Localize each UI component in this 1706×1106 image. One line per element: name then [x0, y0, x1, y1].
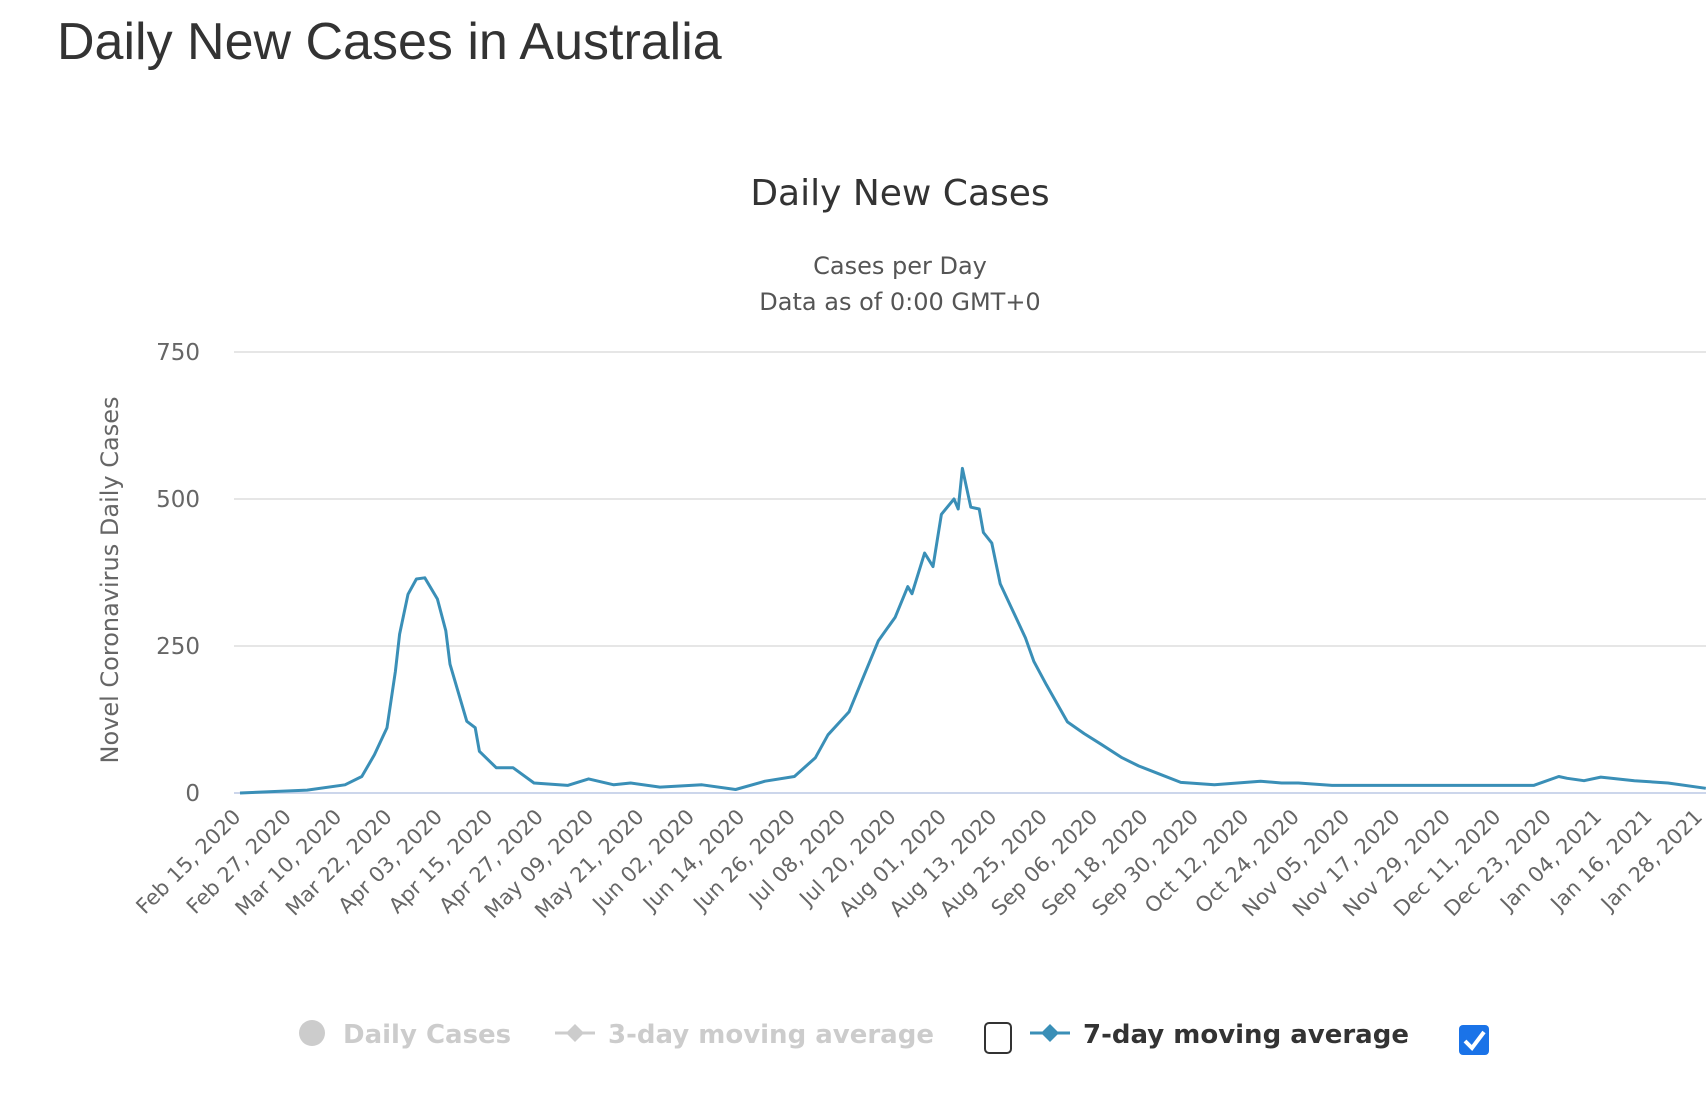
chart-title: Daily New Cases: [750, 173, 1049, 214]
y-axis-ticks: 0 250 500 750: [156, 340, 200, 807]
legend-label: Daily Cases: [343, 1020, 511, 1050]
diamond-marker-icon: [1041, 1024, 1059, 1042]
legend-label: 3-day moving average: [608, 1020, 934, 1050]
checkbox-7-day-moving-average[interactable]: [1459, 1025, 1489, 1055]
legend: Daily Cases 3-day moving average 7-day mov…: [299, 1020, 1489, 1055]
checkbox-3-day-moving-average[interactable]: [984, 1022, 1012, 1054]
legend-item-3-day-moving-average[interactable]: 3-day moving average: [555, 1020, 934, 1050]
y-axis-label: Novel Coronavirus Daily Cases: [96, 397, 124, 764]
y-tick-label: 500: [156, 487, 200, 513]
y-tick-label: 250: [156, 634, 200, 660]
grid-lines: [234, 351, 1706, 794]
legend-item-daily-cases[interactable]: Daily Cases: [299, 1020, 511, 1050]
chart-subtitle-line-2: Data as of 0:00 GMT+0: [759, 288, 1040, 316]
checkmark-icon: [1463, 1030, 1486, 1052]
checkbox-box[interactable]: [1459, 1025, 1489, 1055]
chart-subtitle-line-1: Cases per Day: [813, 252, 987, 280]
page-title: Daily New Cases in Australia: [57, 13, 722, 71]
legend-item-7-day-moving-average[interactable]: 7-day moving average: [1030, 1020, 1409, 1050]
legend-label: 7-day moving average: [1083, 1020, 1409, 1050]
diamond-marker-icon: [566, 1024, 584, 1042]
y-tick-label: 750: [156, 340, 200, 366]
y-tick-label: 0: [185, 781, 200, 807]
series-layer: [239, 466, 1706, 795]
circle-marker-icon: [299, 1020, 325, 1046]
series-line-7-day-moving-average: [239, 466, 1706, 795]
